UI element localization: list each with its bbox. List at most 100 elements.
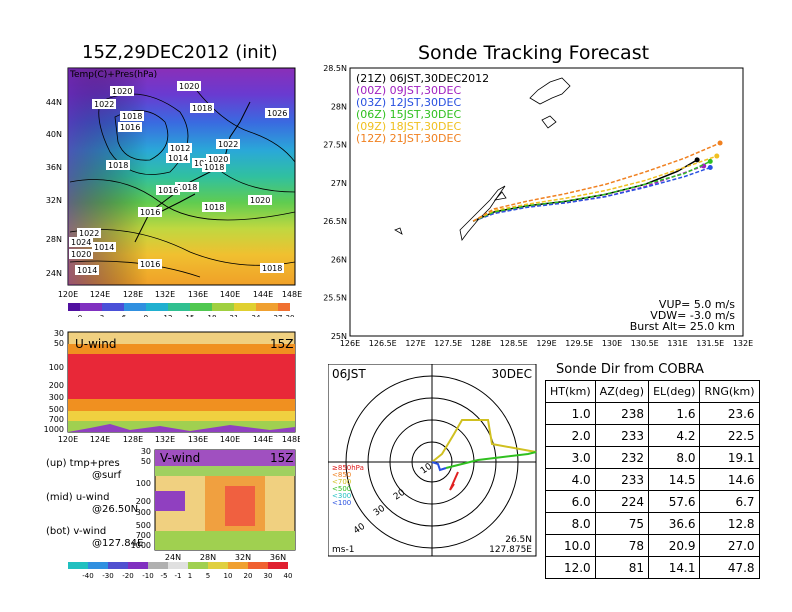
temp-colorbar: 0 3 6 9 12 15 18 21 24 27 30 [68,303,294,317]
sonde-table: HT(km) AZ(deg) EL(deg) RNG(km) 1.0 238 1.6… [545,380,760,579]
vcolorbar-tick: -5 [161,572,168,580]
table-header: AZ(deg) [594,380,650,403]
pressure-legend-entry: ≥850hPa [332,464,364,472]
note-line3b: @127.84E [92,538,144,549]
table-cell: 81 [594,556,650,579]
lat-tick: 40N [46,130,62,139]
polar-time: 06JST [332,367,366,381]
vwind-xtick: 36N [270,553,286,562]
uwind-ytick: 200 [49,381,64,390]
table-cell: 47.8 [699,556,760,579]
polar-panel: 10 20 30 40 06JST 30DEC ms-1 26.5N 127.8… [328,364,537,557]
pressure-legend-entry: <500 [332,485,351,493]
vcolorbar-tick: 30 [264,572,273,580]
vcolorbar-tick: 10 [224,572,233,580]
table-cell: 75 [594,512,650,535]
table-row: 8.0 75 36.6 12.8 [545,512,760,535]
track-lon-tick: 127.5E [434,339,462,348]
table-cell: 36.6 [648,512,701,535]
table-cell: 4.2 [648,424,701,447]
table-cell: 22.5 [699,424,760,447]
uwind-xtick: 128E [123,435,143,444]
polar-date: 30DEC [492,367,532,381]
table-header: HT(km) [545,380,596,403]
table-cell: 12.0 [545,556,596,579]
uwind-xtick: 144E [253,435,273,444]
colorbar-tick: 3 [100,314,104,317]
colorbar-tick: 6 [122,314,127,317]
track-lon-tick: 132E [733,339,753,348]
uwind-xtick: 140E [220,435,240,444]
table-cell: 224 [594,490,650,513]
isobar-label: 1026 [267,109,287,118]
vwind-ytick: 100 [136,479,151,488]
table-cell: 1.6 [648,402,701,425]
lon-tick: 132E [155,290,175,299]
track-lat-tick: 26N [331,255,347,264]
colorbar-tick: 21 [230,314,239,317]
track-lat-tick: 25.5N [323,294,347,303]
vcolorbar-tick: -1 [175,572,182,580]
lon-tick: 128E [123,290,143,299]
uwind-xtick: 120E [58,435,78,444]
table-row: 10.0 78 20.9 27.0 [545,534,760,557]
colorbar-tick: 15 [186,314,195,317]
vwind-ytick: 200 [136,497,151,506]
vwind-ytick: 700 [136,531,151,540]
vcolorbar-tick: 5 [206,572,210,580]
isobar-label: 1020 [179,82,199,91]
table-cell: 8.0 [545,512,596,535]
vwind-xtick: 24N [165,553,181,562]
isobar-label: 1016 [140,208,160,217]
lon-tick: 124E [90,290,110,299]
lat-tick: 32N [46,196,62,205]
vcolorbar-tick: -20 [122,572,133,580]
isobar-label: 1020 [250,196,270,205]
track-endpoint [694,157,700,163]
isobar-label: 1012 [170,144,190,153]
isobar-label: 1022 [79,229,99,238]
vcolorbar-tick: 20 [244,572,253,580]
isobar-label: 1022 [218,140,238,149]
pressure-legend-entry: <300 [332,492,351,500]
uwind-ytick: 30 [54,329,64,338]
track-endpoint [707,158,713,164]
uwind-ytick: 700 [49,415,64,424]
isobar-label: 1018 [122,112,142,121]
uwind-ytick: 50 [54,339,64,348]
track-legend-entry: (09Z) 18JST,30DEC [356,120,461,133]
tracking-title: Sonde Tracking Forecast [418,42,650,64]
table-cell: 27.0 [699,534,760,557]
vwind-colorbar: -40 -30 -20 -10 -5 -1 1 5 10 20 30 40 [68,562,293,580]
lat-tick: 28N [46,235,62,244]
table-cell: 4.0 [545,468,596,491]
vcolorbar-tick: 40 [284,572,293,580]
vwind-ytick: 1000 [131,541,151,550]
isobar-label: 1016 [140,260,160,269]
lon-tick: 120E [58,290,78,299]
table-header: RNG(km) [699,380,760,403]
track-legend-entry: (06Z) 15JST,30DEC [356,108,461,121]
uwind-ytick: 500 [49,405,64,414]
note-line1: (up) tmp+pres [46,458,120,469]
table-row: 3.0 232 8.0 19.1 [545,446,760,469]
vwind-panel: 30 50 100 200 300 500 700 1000 24N 28N 3… [131,447,296,562]
lon-tick: 148E [282,290,302,299]
uwind-time: 15Z [270,337,294,351]
track-lat-tick: 25N [331,332,347,341]
table-cell: 233 [594,424,650,447]
isobar-label: 1014 [77,266,97,275]
table-cell: 57.6 [648,490,701,513]
colorbar-tick: 9 [144,314,148,317]
coastline [394,77,571,241]
vdw-label: VDW= -3.0 m/s [650,309,735,322]
lat-tick: 44N [46,98,62,107]
track-series-line [472,155,718,222]
track-lon-tick: 126E [340,339,360,348]
polar-units: ms-1 [332,545,354,555]
isobar-label: 1022 [94,100,114,109]
map-title: 15Z,29DEC2012 (init) [82,42,278,63]
vwind-ytick: 300 [136,508,151,517]
pressure-legend-entry: <100 [332,499,351,507]
map-panel: 44N 40N 36N 32N 28N 24N 120E 124E 128E 1… [46,67,302,317]
